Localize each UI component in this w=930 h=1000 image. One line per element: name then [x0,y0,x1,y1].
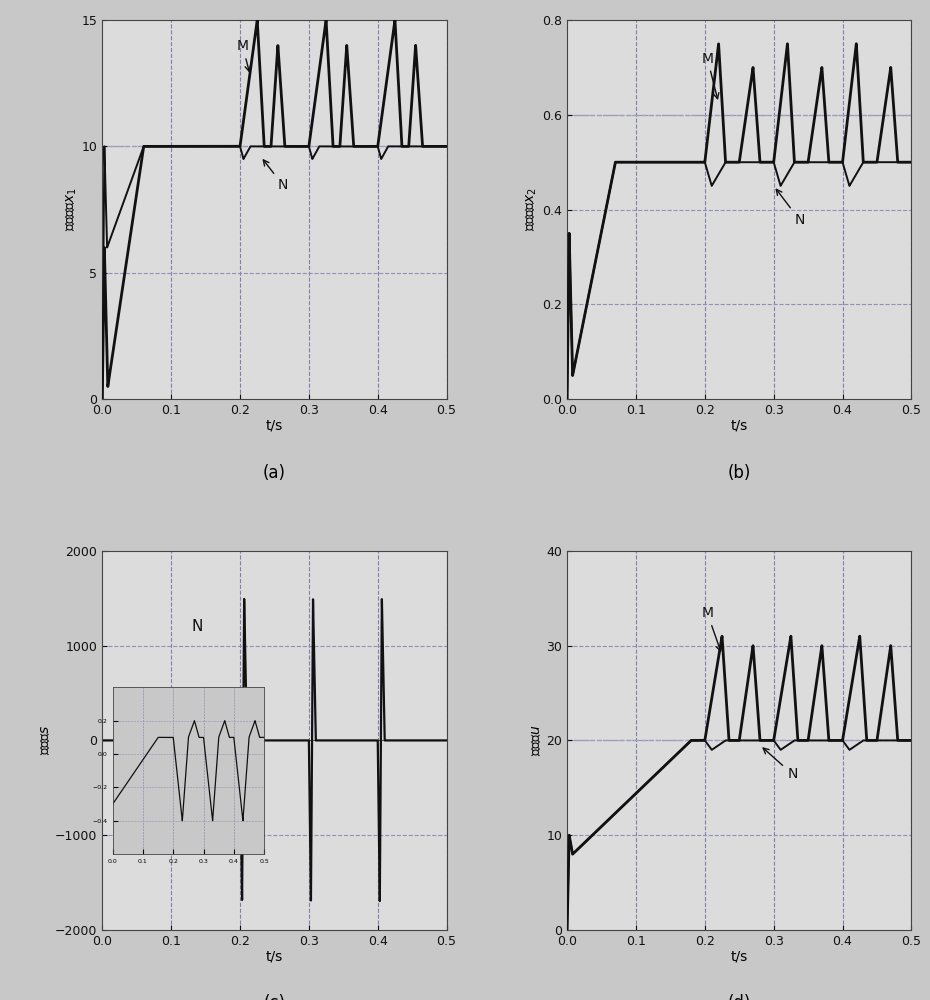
X-axis label: t/s: t/s [266,418,283,432]
Text: (d): (d) [727,994,751,1000]
Text: N: N [192,619,203,634]
Y-axis label: 输出电压$x_1$: 输出电压$x_1$ [64,188,79,231]
Y-axis label: 控制量$u$: 控制量$u$ [529,725,544,756]
X-axis label: t/s: t/s [731,949,748,963]
Text: (a): (a) [263,464,286,482]
Text: N: N [777,189,804,227]
Y-axis label: 电感电流$x_2$: 电感电流$x_2$ [525,188,539,231]
Text: (c): (c) [263,994,286,1000]
Text: M: M [236,39,250,71]
Y-axis label: 滑模面$s$: 滑模面$s$ [38,725,52,755]
Text: M: M [163,999,175,1000]
Text: N: N [263,160,288,192]
Text: M: M [701,52,719,99]
Text: N: N [764,748,798,781]
Text: M: M [701,606,722,651]
X-axis label: t/s: t/s [731,418,748,432]
X-axis label: t/s: t/s [266,949,283,963]
Text: (b): (b) [727,464,751,482]
